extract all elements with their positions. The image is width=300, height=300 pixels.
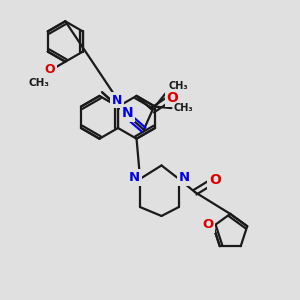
Text: O: O	[44, 63, 55, 76]
Text: O: O	[209, 173, 221, 187]
Text: CH₃: CH₃	[168, 81, 188, 91]
Text: N: N	[121, 106, 133, 120]
Text: N: N	[178, 171, 190, 184]
Text: N: N	[112, 94, 122, 106]
Text: O: O	[167, 91, 178, 105]
Text: CH₃: CH₃	[28, 78, 49, 88]
Text: O: O	[202, 218, 214, 231]
Text: N: N	[129, 171, 140, 184]
Text: CH₃: CH₃	[173, 103, 193, 113]
